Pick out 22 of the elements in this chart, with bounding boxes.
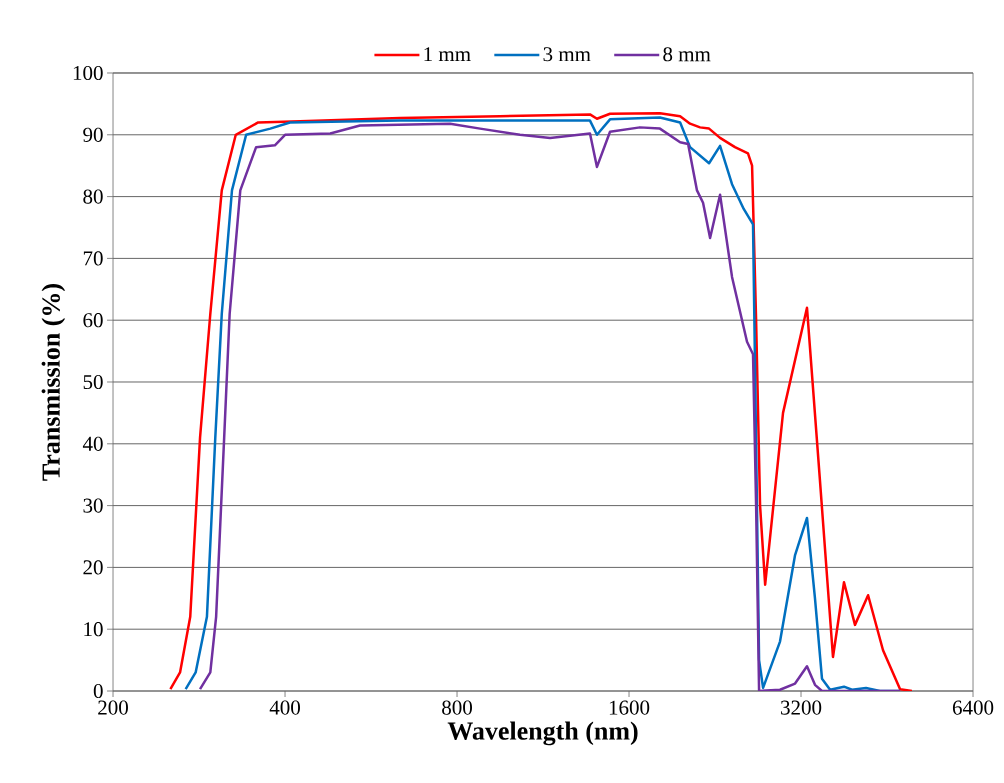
- y-tick-label: 100: [73, 65, 103, 81]
- legend-label: 8 mm: [663, 47, 711, 62]
- y-tick-label: 40: [82, 436, 103, 451]
- y-tick-label: 30: [83, 498, 103, 513]
- y-tick-label: 50: [83, 374, 103, 390]
- y-tick-label: 0: [93, 683, 103, 699]
- legend-label: 1 mm: [424, 47, 471, 62]
- x-axis-title: Wavelength (nm): [447, 721, 638, 746]
- legend-label: 3 mm: [543, 47, 591, 62]
- y-tick-label: 20: [83, 560, 103, 575]
- y-tick-label: 10: [84, 622, 103, 637]
- x-tick-label: 200: [98, 700, 128, 715]
- x-tick-label: 400: [269, 700, 300, 715]
- x-tick-label: 3200: [781, 700, 822, 715]
- y-tick-label: 60: [83, 313, 103, 328]
- x-tick-label: 800: [442, 700, 472, 715]
- y-tick-label: 90: [83, 127, 103, 142]
- y-tick-label: 70: [83, 251, 103, 266]
- x-tick-label: 1600: [609, 700, 650, 715]
- x-tick-label: 6400: [952, 700, 994, 715]
- y-axis-title: Transmission (%): [41, 284, 66, 481]
- y-tick-label: 80: [83, 189, 103, 204]
